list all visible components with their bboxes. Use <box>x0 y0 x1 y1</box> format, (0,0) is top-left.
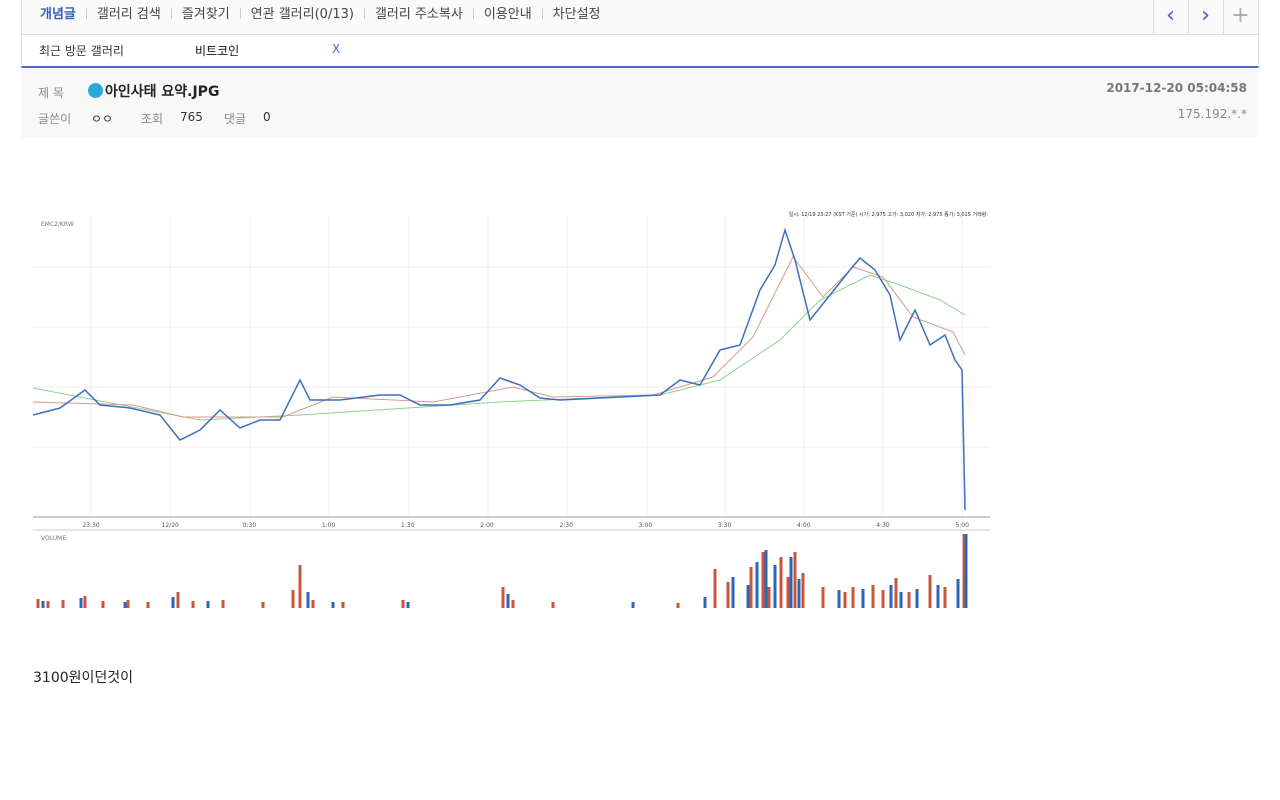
nav-item[interactable]: 즐겨찾기 <box>181 7 230 22</box>
price-line <box>33 227 966 511</box>
nav-item[interactable]: 차단설정 <box>552 7 601 22</box>
nav-separator <box>363 8 365 19</box>
comments-label: 댓글 <box>224 112 247 126</box>
time-label: 1:00 <box>322 522 336 529</box>
chart-image: EMC2/KRW 일시: 12/19 23:27 (KST 기준) 시가: 2,… <box>33 207 990 609</box>
author[interactable]: ㅇㅇ <box>91 112 114 126</box>
nav-separator <box>85 8 87 19</box>
recent-close[interactable]: X <box>332 42 341 56</box>
time-label: 2:00 <box>480 522 494 529</box>
time-label: 5:00 <box>955 522 969 529</box>
views: 765 <box>180 110 203 124</box>
nav-separator <box>239 8 241 19</box>
nav-items: 개념글 갤러리 검색 즐겨찾기 연관 갤러리(0/13) 갤러리 주소복사 이용안내 차단설… <box>40 0 601 30</box>
time-label: 4:00 <box>797 522 811 529</box>
time-labels: 23:30 12/20 0:30 1:00 1:30 2:00 2:30 3:00 3:30 4:… <box>82 522 969 529</box>
time-label: 23:30 <box>82 522 99 529</box>
post-header: 제 목 아인사태 요약.JPG 2017-12-20 05:04:58 글쓴이 … <box>21 69 1257 138</box>
volume-label: VOLUME <box>41 535 66 542</box>
nav-separator <box>541 8 543 19</box>
ohlc-header: 일시: 12/19 23:27 (KST 기준) 시가: 2,975 고가: 3… <box>789 211 989 218</box>
author-label: 글쓴이 <box>38 112 72 126</box>
title-label: 제 목 <box>38 86 64 100</box>
image-bg <box>33 207 990 609</box>
nav-item[interactable]: 개념글 <box>40 7 76 22</box>
nav-separator <box>472 8 474 19</box>
nav-item[interactable]: 이용안내 <box>483 7 532 22</box>
time-label: 3:30 <box>718 522 732 529</box>
next-button[interactable]: › <box>1188 0 1222 34</box>
time-label: 1:30 <box>401 522 415 529</box>
nav-item[interactable]: 연관 갤러리(0/13) <box>250 7 354 22</box>
ma-long <box>33 274 966 421</box>
time-label: 2:30 <box>559 522 573 529</box>
ip: 175.192.*.* <box>1177 107 1247 121</box>
prev-button[interactable]: ‹ <box>1153 0 1187 34</box>
volume-bars <box>36 534 966 608</box>
recent-gallery[interactable]: 비트코인 <box>195 44 240 58</box>
symbol: EMC2/KRW <box>41 221 74 228</box>
post-body: 3100원이던것이 <box>33 670 134 686</box>
image-icon <box>88 83 103 98</box>
recent-label: 최근 방문 갤러리 <box>39 44 124 58</box>
post-date: 2017-12-20 05:04:58 <box>1106 81 1247 95</box>
nav-item[interactable]: 갤러리 검색 <box>96 7 161 22</box>
time-label: 12/20 <box>162 522 179 529</box>
ma-short <box>33 256 966 418</box>
gallery-nav: 개념글 갤러리 검색 즐겨찾기 연관 갤러리(0/13) 갤러리 주소복사 이용안내 차단설… <box>21 0 1259 35</box>
time-label: 3:00 <box>639 522 653 529</box>
nav-separator <box>170 8 172 19</box>
volume-bars-down <box>41 534 968 608</box>
recent-galleries: 최근 방문 갤러리 비트코인 X <box>21 35 1259 68</box>
add-button[interactable]: + <box>1223 0 1257 34</box>
time-label: 4:30 <box>876 522 890 529</box>
nav-item[interactable]: 갤러리 주소복사 <box>374 7 463 22</box>
time-label: 0:30 <box>243 522 257 529</box>
post-title: 아인사태 요약.JPG <box>105 84 220 100</box>
views-label: 조회 <box>141 112 164 126</box>
comments: 0 <box>263 110 271 124</box>
